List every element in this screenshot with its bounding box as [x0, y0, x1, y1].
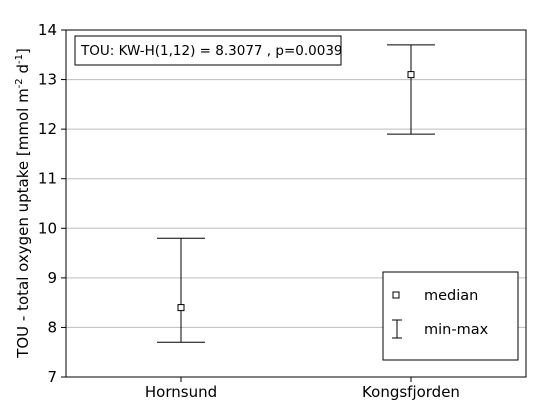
median-marker — [177, 304, 185, 312]
y-axis-label: TOU - total oxygen uptake [mmol m-2 d-1] — [14, 48, 32, 359]
stats-annotation-text: TOU: KW-H(1,12) = 8.3077 , p=0.0039 — [80, 43, 343, 59]
y-tick-label: 10 — [38, 219, 57, 237]
legend-whisker-marker — [392, 319, 402, 339]
legend: median min-max — [382, 271, 519, 361]
x-tick-label: Kongsfjorden — [362, 383, 460, 401]
y-tick-label: 14 — [38, 21, 57, 39]
legend-minmax-label: min-max — [424, 322, 489, 338]
median-marker — [407, 71, 415, 79]
y-tick-label: 7 — [47, 368, 57, 386]
legend-median-marker — [392, 291, 400, 299]
stats-annotation: TOU: KW-H(1,12) = 8.3077 , p=0.0039 — [74, 35, 343, 66]
legend-median-label: median — [424, 288, 478, 304]
y-tick-label: 12 — [38, 120, 57, 138]
y-tick-label: 13 — [38, 71, 57, 89]
y-tick-label: 8 — [47, 318, 57, 336]
x-tick-label: Hornsund — [145, 383, 217, 401]
stats-annotation-box — [74, 35, 342, 66]
y-axis: 7 8 9 10 11 12 13 14 — [38, 21, 66, 386]
plot-frame — [65, 29, 527, 378]
legend-box — [382, 271, 519, 361]
plot-marks — [157, 44, 435, 343]
y-tick-label: 9 — [47, 269, 57, 287]
x-axis: Hornsund Kongsfjorden — [145, 377, 460, 401]
y-tick-label: 11 — [38, 170, 57, 188]
